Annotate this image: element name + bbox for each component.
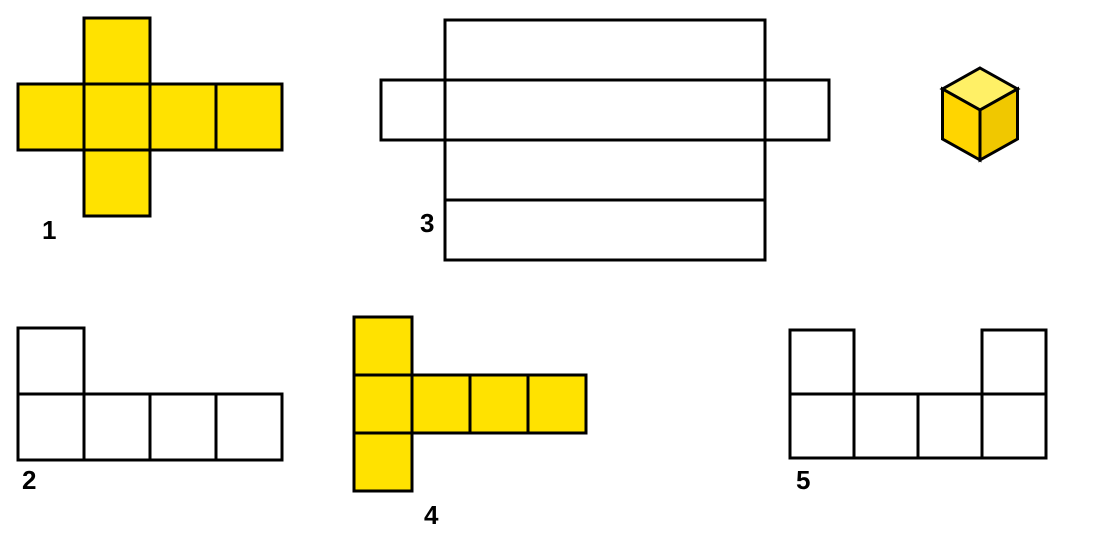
label-2: 2 [22,465,36,496]
nets-svg [0,0,1096,550]
label-1: 1 [42,215,56,246]
label-5: 5 [796,465,810,496]
diagram-container: 1 2 3 4 5 [0,0,1096,550]
label-3: 3 [420,208,434,239]
label-4: 4 [424,500,438,531]
